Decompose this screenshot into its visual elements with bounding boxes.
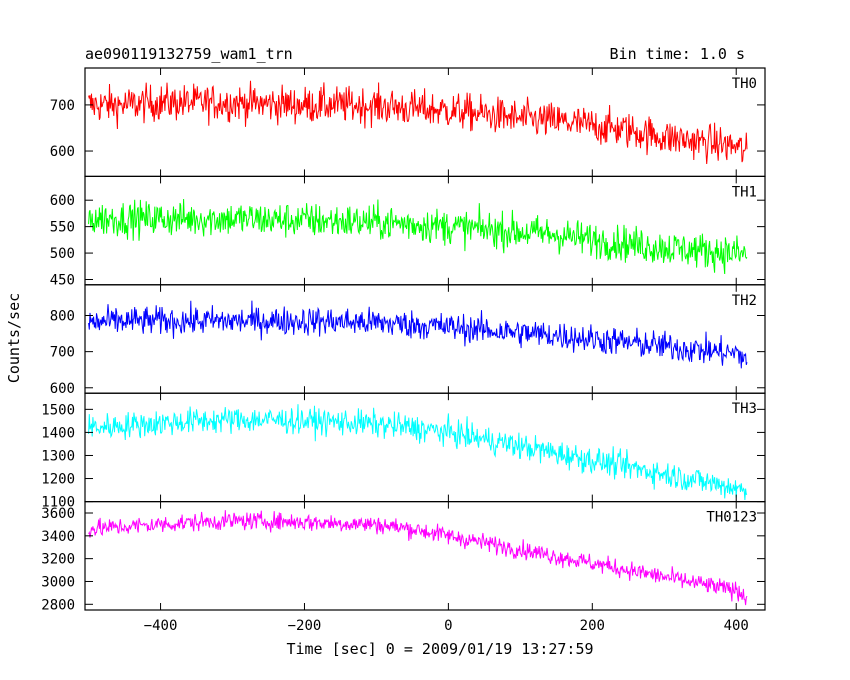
panel-label-th0: TH0 [732,76,757,92]
y-tick-label: 3600 [41,506,75,522]
panel-label-th3: TH3 [732,401,757,417]
panel-frame-th1 [84,175,766,286]
panel-label-th0123: TH0123 [706,510,757,526]
series-trace-th0123 [88,510,748,606]
y-tick-label: 600 [50,144,75,160]
panel-frame-th3 [84,392,766,503]
x-axis-label: Time [sec] 0 = 2009/01/19 13:27:59 [286,640,594,658]
x-tick-label: 400 [724,618,749,634]
chart-title: ae090119132759_wam1_trn [85,45,293,63]
y-tick-label: 1100 [41,495,75,511]
series-trace-th3 [88,404,748,501]
y-tick-label: 3000 [41,574,75,590]
y-tick-label: 500 [50,246,75,262]
y-tick-label: 1300 [41,448,75,464]
panel-frame-th0 [84,67,766,178]
panel-frame-th0123 [84,501,766,611]
y-tick-label: 3200 [41,552,75,568]
y-tick-label: 800 [50,309,75,325]
x-tick-label: 0 [444,618,452,634]
y-tick-label: 600 [50,381,75,397]
y-axis-label: Counts/sec [5,292,23,384]
y-tick-label: 1200 [41,472,75,488]
y-tick-label: 700 [50,345,75,361]
series-trace-th1 [88,198,748,275]
y-tick-label: 700 [50,98,75,114]
panel-label-th2: TH2 [732,293,757,309]
y-tick-label: 2800 [41,597,75,613]
y-tick-label: 600 [50,193,75,209]
x-tick-label: −400 [144,618,178,634]
y-tick-label: 1400 [41,425,75,441]
x-tick-label: −200 [288,618,322,634]
x-tick-label: 200 [580,618,605,634]
panel-label-th1: TH1 [732,184,757,200]
series-trace-th2 [88,300,748,369]
y-tick-label: 550 [50,220,75,236]
y-tick-label: 450 [50,273,75,289]
bin-time-label: Bin time: 1.0 s [609,45,745,63]
y-tick-label: 1500 [41,402,75,418]
series-trace-th0 [88,80,748,165]
y-tick-label: 3400 [41,529,75,545]
